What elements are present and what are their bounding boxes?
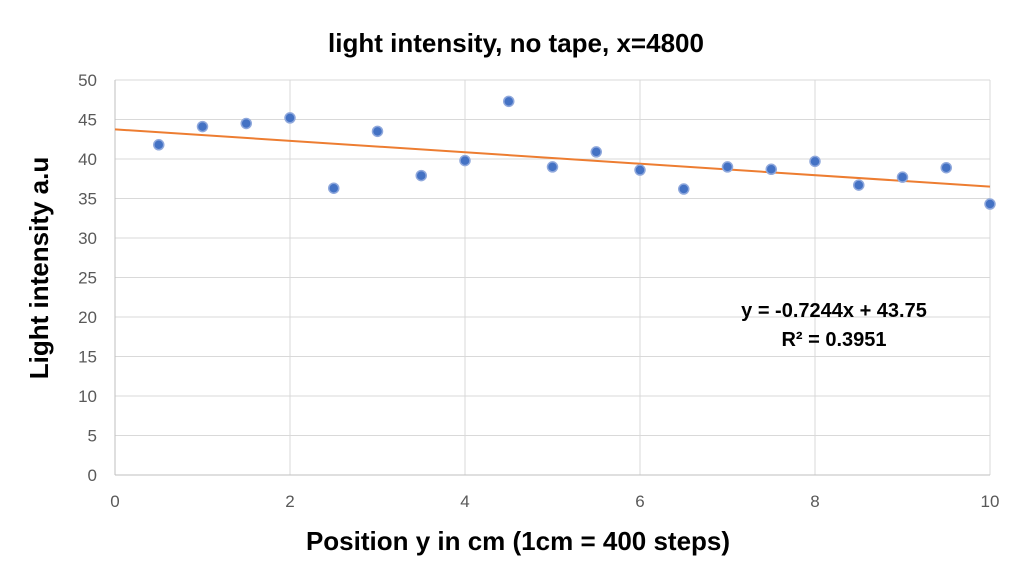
data-point [590, 146, 602, 158]
data-point [546, 161, 559, 173]
trendline [114, 128, 991, 188]
data-point [196, 120, 209, 133]
data-point [153, 139, 165, 151]
tick-labels: 0 5 10 15 20 25 30 35 40 45 50 0 2 4 6 8 10 [78, 71, 999, 511]
data-point [634, 164, 646, 176]
data-point [503, 95, 515, 108]
y-tick-label: 0 [88, 466, 97, 485]
y-axis-title: Light intensity a.u [24, 157, 54, 379]
axes [114, 80, 990, 476]
y-tick-label: 25 [78, 269, 97, 288]
grid [115, 79, 991, 475]
y-tick-label: 10 [78, 387, 97, 406]
data-point [853, 179, 865, 191]
x-axis-title: Position y in cm (1cm = 400 steps) [306, 526, 730, 556]
trendline-r-squared: R² = 0.3951 [781, 329, 886, 351]
data-point [459, 154, 471, 167]
data-point [721, 161, 734, 173]
data-point [765, 163, 777, 176]
data-point [809, 155, 821, 168]
x-tick-label: 0 [110, 492, 119, 511]
x-tick-label: 4 [460, 492, 469, 511]
y-tick-label: 45 [78, 111, 97, 130]
data-point [328, 182, 340, 194]
data-points [153, 95, 996, 210]
y-tick-label: 40 [78, 150, 97, 169]
data-point [415, 169, 427, 182]
y-tick-label: 15 [78, 348, 97, 367]
trendline-group [114, 128, 991, 188]
data-point [896, 171, 909, 183]
x-tick-label: 8 [810, 492, 819, 511]
y-tick-label: 30 [78, 229, 97, 248]
data-point [940, 161, 952, 174]
y-tick-label: 5 [88, 427, 97, 446]
x-tick-label: 6 [635, 492, 644, 511]
x-tick-label: 2 [285, 492, 294, 511]
trendline-equation: y = -0.7244x + 43.75 [741, 300, 927, 322]
y-tick-label: 20 [78, 308, 97, 327]
data-point [678, 183, 690, 195]
x-tick-label: 10 [981, 492, 1000, 511]
chart-title: light intensity, no tape, x=4800 [328, 28, 704, 58]
data-point [284, 112, 296, 124]
y-tick-label: 35 [78, 190, 97, 209]
data-point [371, 125, 384, 138]
y-tick-label: 50 [78, 71, 97, 90]
data-point [240, 117, 252, 130]
data-point [984, 198, 996, 210]
